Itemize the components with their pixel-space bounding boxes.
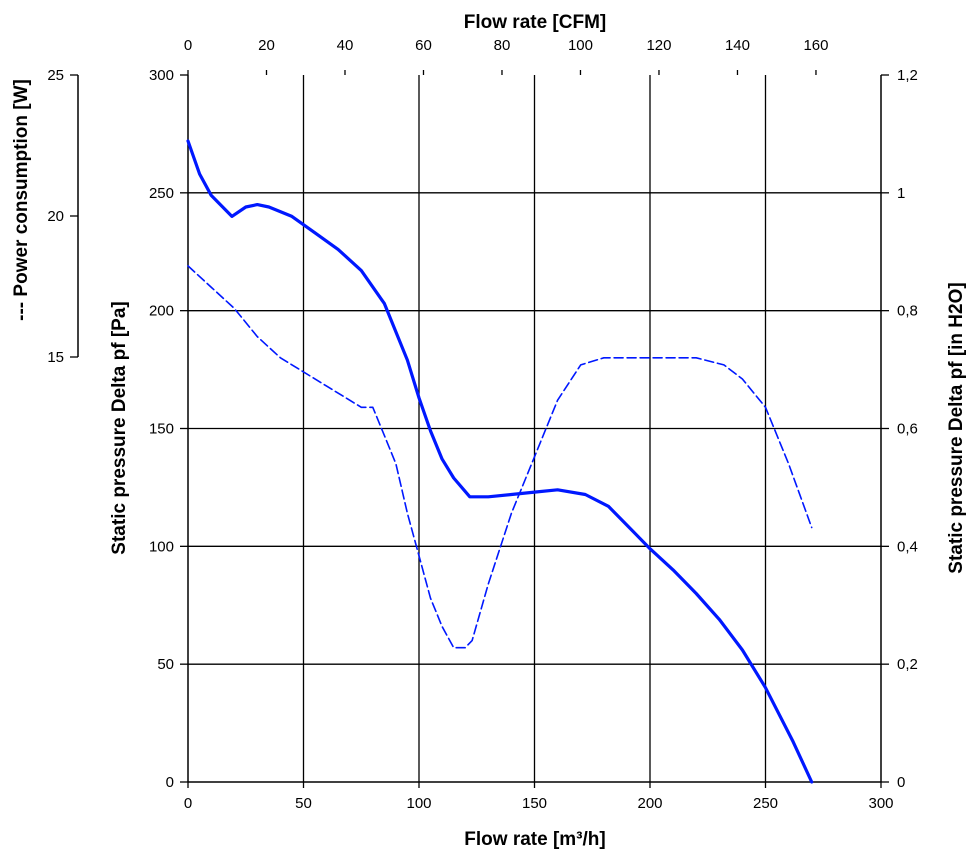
- x-top-tick-label: 120: [646, 37, 671, 54]
- y-left-tick-label: 150: [149, 421, 174, 438]
- x-top-tick-label: 0: [184, 37, 192, 54]
- y-left-tick-label: 50: [157, 656, 174, 673]
- y-right-tick-label: 1: [897, 185, 905, 202]
- y-right-tick-label: 0,4: [897, 538, 918, 555]
- y-right-tick-label: 0: [897, 774, 905, 791]
- y-right-tick-label: 0,8: [897, 303, 918, 320]
- axes: [70, 70, 889, 788]
- data-curves: [186, 139, 814, 784]
- y-left-axis-title: Static pressure Delta pf [Pa]: [109, 301, 130, 554]
- power-tick-label: 15: [47, 349, 64, 366]
- x-bottom-tick-label: 50: [295, 795, 312, 812]
- x-top-tick-label: 80: [494, 37, 511, 54]
- static-pressure-curve: [186, 139, 814, 784]
- x-top-axis-title: Flow rate [CFM]: [464, 12, 607, 33]
- x-bottom-tick-label: 100: [406, 795, 431, 812]
- y-left-tick-label: 0: [166, 774, 174, 791]
- y-right-tick-label: 0,6: [897, 421, 918, 438]
- y-right-tick-label: 0,2: [897, 656, 918, 673]
- x-bottom-axis-title: Flow rate [m³/h]: [464, 829, 605, 850]
- x-bottom-tick-label: 200: [637, 795, 662, 812]
- x-top-tick-label: 40: [337, 37, 354, 54]
- y-left-tick-label: 300: [149, 67, 174, 84]
- axis-titles: Flow rate [m³/h] Flow rate [CFM] Static …: [11, 12, 967, 850]
- y-left-tick-label: 200: [149, 303, 174, 320]
- x-top-tick-label: 160: [803, 37, 828, 54]
- x-top-tick-label: 20: [258, 37, 275, 54]
- x-top-tick-label: 140: [725, 37, 750, 54]
- y-right-tick-label: 1,2: [897, 67, 918, 84]
- x-top-tick-label: 60: [415, 37, 432, 54]
- y-right-axis-title: Static pressure Delta pf [in H2O]: [946, 282, 967, 573]
- power-tick-label: 20: [47, 208, 64, 225]
- power-consumption-curve: [187, 265, 813, 649]
- power-tick-label: 25: [47, 67, 64, 84]
- grid-lines: [188, 75, 881, 782]
- x-bottom-tick-label: 250: [753, 795, 778, 812]
- x-top-tick-label: 100: [568, 37, 593, 54]
- y-left-tick-label: 100: [149, 538, 174, 555]
- y-left-tick-label: 250: [149, 185, 174, 202]
- x-bottom-tick-label: 150: [522, 795, 547, 812]
- power-axis-title: --- Power consumption [W]: [11, 79, 32, 321]
- x-bottom-tick-label: 300: [868, 795, 893, 812]
- x-bottom-tick-label: 0: [184, 795, 192, 812]
